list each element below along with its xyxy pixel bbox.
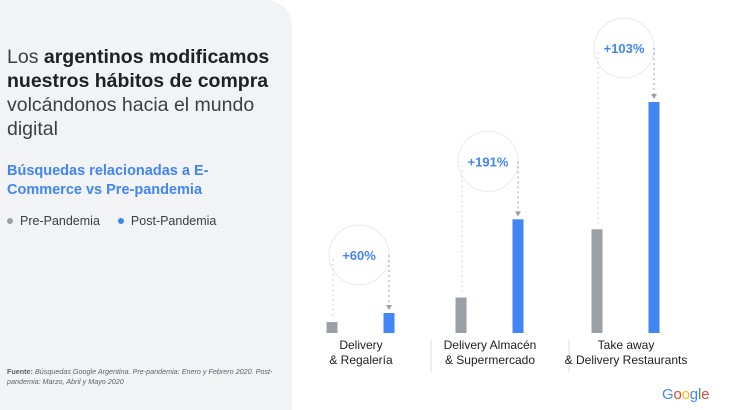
annotation-label: +191% bbox=[468, 154, 509, 169]
source-label: Fuente: bbox=[7, 367, 33, 376]
google-logo-letter: e bbox=[701, 386, 710, 403]
annotation-label: +103% bbox=[604, 41, 645, 56]
bar-post-pandemia bbox=[648, 102, 660, 333]
annotation-arrow bbox=[386, 304, 392, 310]
annotation-arrow bbox=[651, 94, 657, 99]
bar-post-pandemia bbox=[512, 219, 524, 333]
category-label: & Regalería bbox=[329, 353, 393, 367]
legend: Pre-Pandemia Post-Pandemia bbox=[7, 214, 234, 228]
headline: Los argentinos modificamos nuestros hábi… bbox=[7, 45, 287, 141]
legend-item-post: Post-Pandemia bbox=[117, 214, 217, 228]
legend-label-pre: Pre-Pandemia bbox=[20, 214, 100, 228]
legend-item-pre: Pre-Pandemia bbox=[7, 214, 100, 228]
headline-bold: argentinos modificamos nuestros hábitos … bbox=[7, 46, 270, 92]
category-label: Delivery Almacén bbox=[444, 338, 537, 352]
google-logo-letter: o bbox=[681, 386, 690, 403]
annotation-label: +60% bbox=[342, 248, 376, 263]
bar-chart: +60% Delivery& Regalería +191% Delivery Alm… bbox=[326, 17, 688, 372]
bar-pre-pandemia bbox=[326, 322, 338, 333]
headline-prefix: Los bbox=[7, 46, 44, 68]
left-panel: Los argentinos modificamos nuestros hábi… bbox=[0, 0, 292, 410]
legend-label-post: Post-Pandemia bbox=[130, 214, 217, 228]
bar-post-pandemia bbox=[383, 312, 395, 333]
category-label: Take away bbox=[598, 338, 655, 352]
legend-dot-post bbox=[117, 218, 124, 224]
google-logo-letter: G bbox=[662, 386, 674, 403]
source-text: Búsquedas Google Argentina. Pre-pandemia… bbox=[7, 367, 273, 386]
bar-pre-pandemia bbox=[591, 229, 603, 333]
headline-suffix: volcándonos hacia el mundo digital bbox=[7, 94, 255, 140]
google-logo-letter: g bbox=[689, 386, 698, 403]
category-label: & Supermercado bbox=[445, 353, 535, 367]
google-logo-letter: o bbox=[673, 386, 682, 403]
annotation-arrow bbox=[515, 211, 521, 217]
bar-pre-pandemia bbox=[455, 297, 467, 333]
source-note: Fuente: Búsquedas Google Argentina. Pre-… bbox=[7, 367, 277, 387]
legend-dot-pre bbox=[7, 218, 13, 224]
google-logo-letter: l bbox=[697, 386, 702, 403]
google-logo: Google bbox=[662, 386, 709, 403]
category-label: & Delivery Restaurants bbox=[565, 353, 688, 367]
category-label: Delivery bbox=[339, 338, 382, 352]
chart-subtitle: Búsquedas relacionadas a E-Commerce vs P… bbox=[7, 163, 209, 198]
